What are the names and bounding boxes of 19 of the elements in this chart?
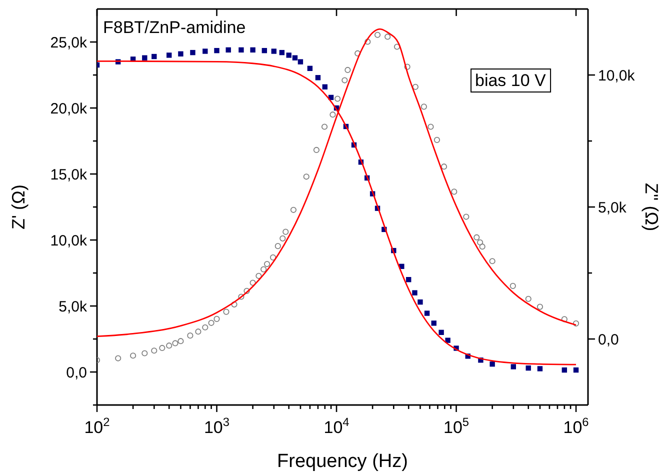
- annotation: bias 10 V: [475, 71, 547, 90]
- y2-tick-label: 10,0k: [598, 67, 636, 84]
- x-tick-label: 10$^{6}$: [563, 415, 590, 437]
- y-tick-label: 20,0k: [50, 100, 88, 118]
- y-tick-label: 0,0: [66, 364, 87, 382]
- y-tick-label: 25,0k: [50, 34, 88, 52]
- annotation: F8BT/ZnP-amidine: [103, 18, 246, 37]
- y2-axis-title: Z'' (Ω): [642, 182, 662, 232]
- y-tick-label: 5,0k: [58, 298, 88, 316]
- y2-tick-label: 5,0k: [598, 199, 627, 216]
- x-tick-label: 10$^{3}$: [204, 415, 230, 437]
- x-tick-label: 10$^{5}$: [443, 415, 470, 437]
- x-tick-label: 10$^{4}$: [324, 415, 350, 437]
- y-tick-label: 15,0k: [50, 166, 88, 184]
- y-axis-title: Z' (Ω): [8, 184, 28, 230]
- x-axis-title: Frequency (Hz): [277, 451, 408, 472]
- y-tick-label: 10,0k: [50, 232, 88, 250]
- y2-tick-label: 0,0: [598, 331, 619, 348]
- x-tick-label: 10$^{2}$: [84, 415, 110, 437]
